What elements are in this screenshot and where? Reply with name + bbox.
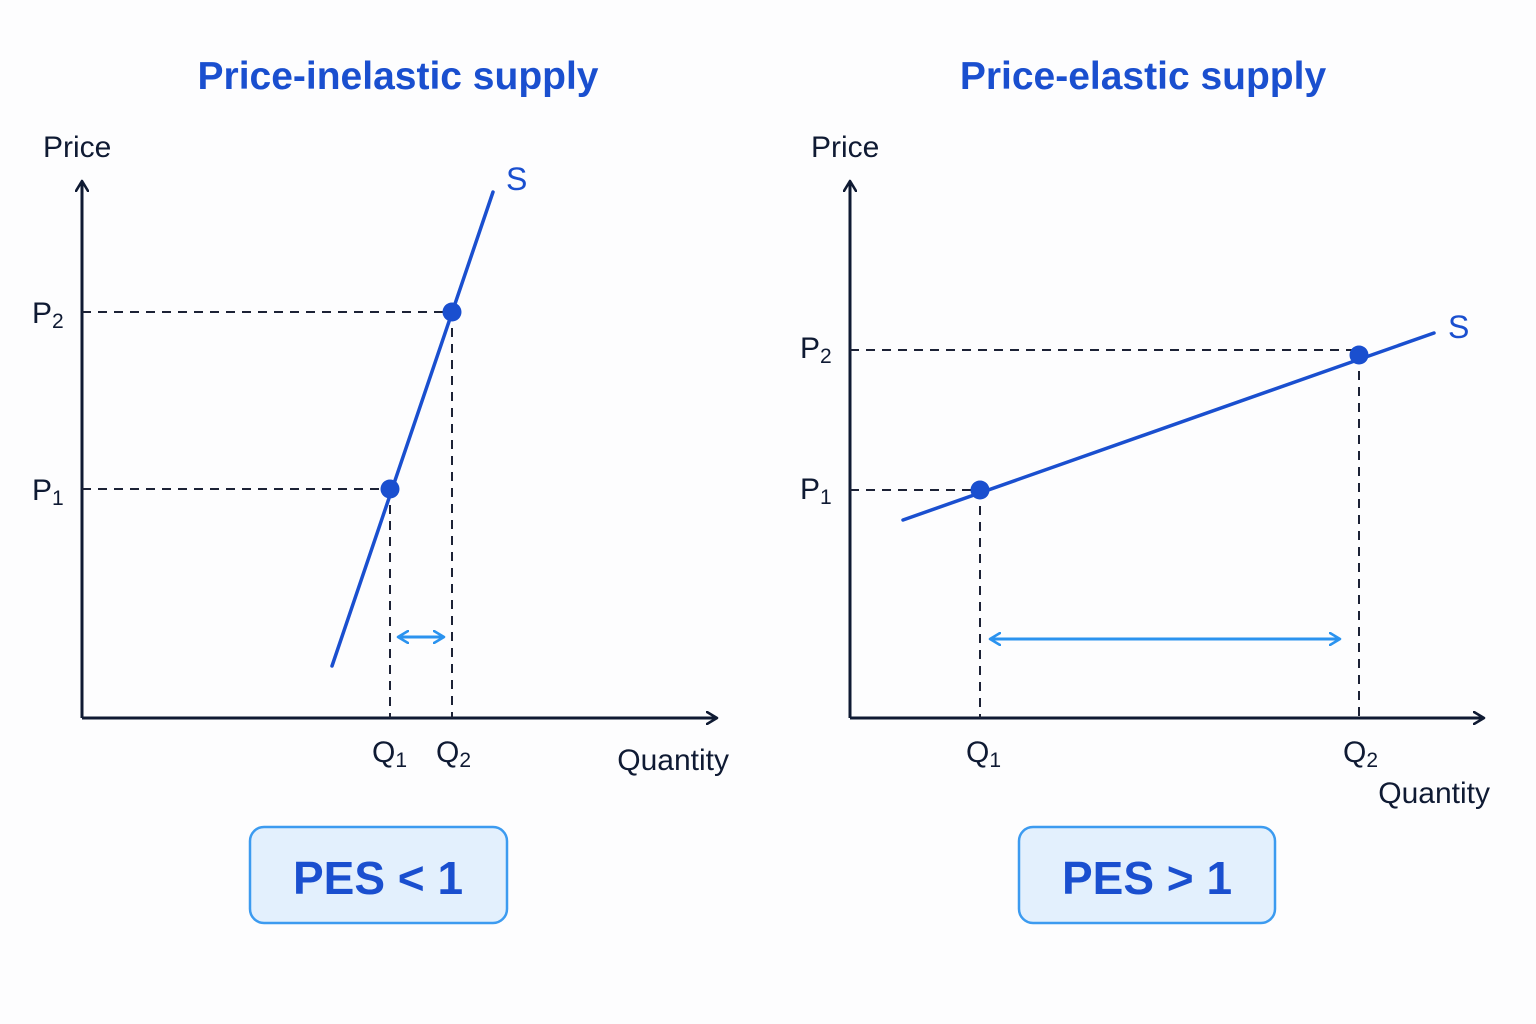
panel-inelastic: Price-inelastic supply Price Quantity S … (32, 55, 729, 925)
panel-elastic: Price-elastic supply Price Quantity S P2… (800, 55, 1490, 925)
p2-label: P2 (32, 297, 64, 333)
y-axis-label: Price (811, 131, 879, 164)
panel-title: Price-inelastic supply (198, 55, 599, 98)
point-p1-q1 (970, 480, 990, 500)
p1-label: P1 (800, 473, 832, 509)
point-p2-q2 (442, 302, 462, 322)
pes-badge (1017, 825, 1277, 925)
p1-label: P1 (32, 474, 64, 510)
point-p2-q2 (1349, 345, 1369, 365)
q2-label: Q2 (1343, 736, 1378, 772)
supply-curve (330, 190, 495, 668)
pes-badge-text: PES > 1 (1062, 852, 1232, 904)
pes-badge-text: PES < 1 (293, 852, 463, 904)
supply-curve-label: S (506, 161, 527, 197)
q1-label: Q1 (966, 736, 1001, 772)
point-p1-q1 (380, 479, 400, 499)
x-axis-label: Quantity (1378, 777, 1490, 810)
q1-label: Q1 (372, 736, 407, 772)
panel-title: Price-elastic supply (960, 55, 1327, 98)
y-axis-label: Price (43, 131, 111, 164)
pes-badge (248, 825, 509, 925)
p2-label: P2 (800, 332, 832, 368)
supply-curve (901, 331, 1436, 522)
q2-label: Q2 (436, 736, 471, 772)
supply-curve-label: S (1448, 309, 1469, 345)
x-axis-label: Quantity (617, 744, 729, 777)
